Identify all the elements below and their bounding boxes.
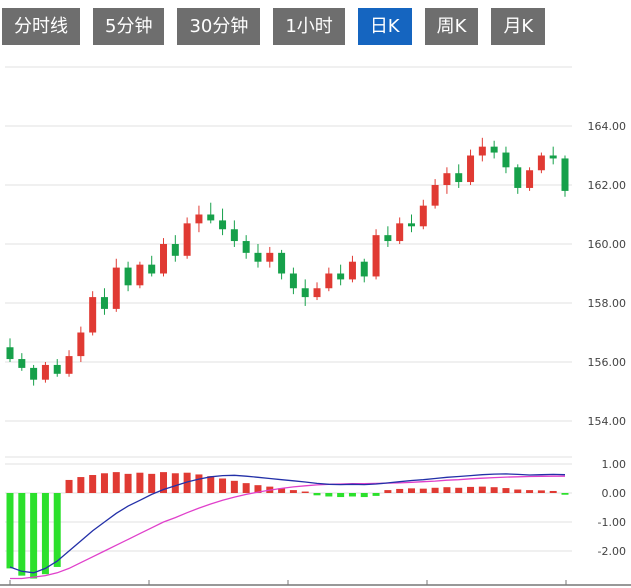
tab-daily-k[interactable]: 日K [357, 8, 412, 45]
svg-text:1.00: 1.00 [602, 458, 627, 471]
svg-text:-1.00: -1.00 [598, 516, 626, 529]
tab-30min[interactable]: 30分钟 [177, 8, 261, 45]
svg-text:154.00: 154.00 [588, 415, 627, 428]
svg-text:164.00: 164.00 [588, 120, 627, 133]
svg-text:162.00: 162.00 [588, 179, 627, 192]
tab-monthly-k[interactable]: 月K [491, 8, 546, 45]
period-toolbar: 分时线 5分钟 30分钟 1小时 日K 周K 月K [2, 8, 546, 45]
svg-text:158.00: 158.00 [588, 297, 627, 310]
tab-1hour[interactable]: 1小时 [273, 8, 345, 45]
svg-text:160.00: 160.00 [588, 238, 627, 251]
tab-weekly-k[interactable]: 周K [424, 8, 479, 45]
tab-timeline[interactable]: 分时线 [2, 8, 80, 45]
svg-text:156.00: 156.00 [588, 356, 627, 369]
tab-5min[interactable]: 5分钟 [93, 8, 165, 45]
svg-text:-2.00: -2.00 [598, 545, 626, 558]
svg-text:0.00: 0.00 [602, 487, 627, 500]
